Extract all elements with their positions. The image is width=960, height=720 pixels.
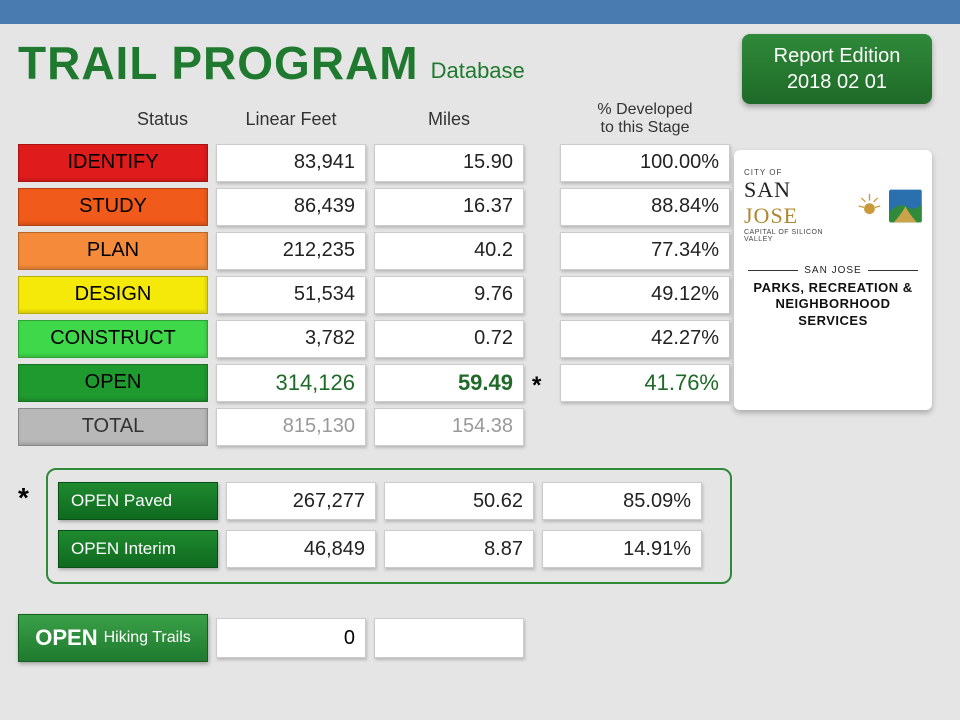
- linear-feet-value: 212,235: [216, 232, 366, 270]
- detail-pct: 14.91%: [542, 530, 702, 568]
- stage-plan: PLAN: [18, 232, 208, 270]
- miles-value: 9.76: [374, 276, 524, 314]
- detail-miles: 50.62: [384, 482, 534, 520]
- hiking-prefix: OPEN: [35, 625, 97, 651]
- logo-tagline: CAPITAL OF SILICON VALLEY: [744, 229, 850, 243]
- detail-stage: OPEN Interim: [58, 530, 218, 568]
- linear-feet-value: 83,941: [216, 144, 366, 182]
- logo-name: SAN JOSE: [744, 177, 850, 229]
- pct-value: 42.27%: [560, 320, 730, 358]
- open-hiking-button[interactable]: OPEN Hiking Trails: [18, 614, 208, 662]
- linear-feet-value: 815,130: [216, 408, 366, 446]
- linear-feet-value: 51,534: [216, 276, 366, 314]
- report-line1: Report Edition: [774, 43, 901, 69]
- trail-icon: [889, 189, 922, 223]
- miles-value: 40.2: [374, 232, 524, 270]
- miles-value: 59.49: [374, 364, 524, 402]
- header-pct: % Developedto this Stage: [560, 101, 730, 144]
- header-linear-feet: Linear Feet: [216, 109, 366, 136]
- pct-value: 49.12%: [560, 276, 730, 314]
- sun-icon: [856, 192, 883, 220]
- pct-value: 41.76%: [560, 364, 730, 402]
- miles-value: 154.38: [374, 408, 524, 446]
- stage-identify: IDENTIFY: [18, 144, 208, 182]
- dept-name: PARKS, RECREATION & NEIGHBORHOOD SERVICE…: [744, 280, 922, 329]
- detail-miles: 8.87: [384, 530, 534, 568]
- divider-label: SAN JOSE: [804, 265, 861, 276]
- linear-feet-value: 86,439: [216, 188, 366, 226]
- logo-divider: SAN JOSE: [748, 265, 918, 276]
- detail-pct: 85.09%: [542, 482, 702, 520]
- hiking-row: OPEN Hiking Trails 0: [18, 614, 524, 662]
- header-status: Status: [18, 109, 208, 136]
- stage-study: STUDY: [18, 188, 208, 226]
- stage-design: DESIGN: [18, 276, 208, 314]
- hiking-suffix: Hiking Trails: [104, 629, 191, 647]
- hiking-blank: [374, 618, 524, 658]
- open-star: *: [532, 372, 552, 400]
- header-miles: Miles: [374, 109, 524, 136]
- stage-total: TOTAL: [18, 408, 208, 446]
- linear-feet-value: 314,126: [216, 364, 366, 402]
- miles-value: 16.37: [374, 188, 524, 226]
- detail-star: *: [18, 482, 29, 514]
- san-jose-logo: CITY OF SAN JOSE CAPITAL OF SILICON VALL…: [744, 168, 922, 243]
- open-detail-box: OPEN Paved267,27750.6285.09% OPEN Interim…: [46, 468, 732, 584]
- page-title: TRAIL PROGRAM: [18, 36, 419, 90]
- logo-cityof: CITY OF: [744, 168, 850, 177]
- stage-construct: CONSTRUCT: [18, 320, 208, 358]
- dept-line1: PARKS, RECREATION &: [744, 280, 922, 296]
- pct-value: 100.00%: [560, 144, 730, 182]
- stage-open: OPEN: [18, 364, 208, 402]
- report-edition-button[interactable]: Report Edition 2018 02 01: [742, 34, 932, 104]
- top-bar: [0, 0, 960, 24]
- pct-value: 88.84%: [560, 188, 730, 226]
- detail-linear-feet: 267,277: [226, 482, 376, 520]
- logo-card: CITY OF SAN JOSE CAPITAL OF SILICON VALL…: [734, 150, 932, 410]
- page-subtitle: Database: [431, 58, 525, 84]
- detail-stage: OPEN Paved: [58, 482, 218, 520]
- linear-feet-value: 3,782: [216, 320, 366, 358]
- report-line2: 2018 02 01: [787, 69, 887, 95]
- pct-value: 77.34%: [560, 232, 730, 270]
- detail-linear-feet: 46,849: [226, 530, 376, 568]
- dept-line2: NEIGHBORHOOD SERVICES: [744, 296, 922, 329]
- miles-value: 15.90: [374, 144, 524, 182]
- miles-value: 0.72: [374, 320, 524, 358]
- hiking-value: 0: [216, 618, 366, 658]
